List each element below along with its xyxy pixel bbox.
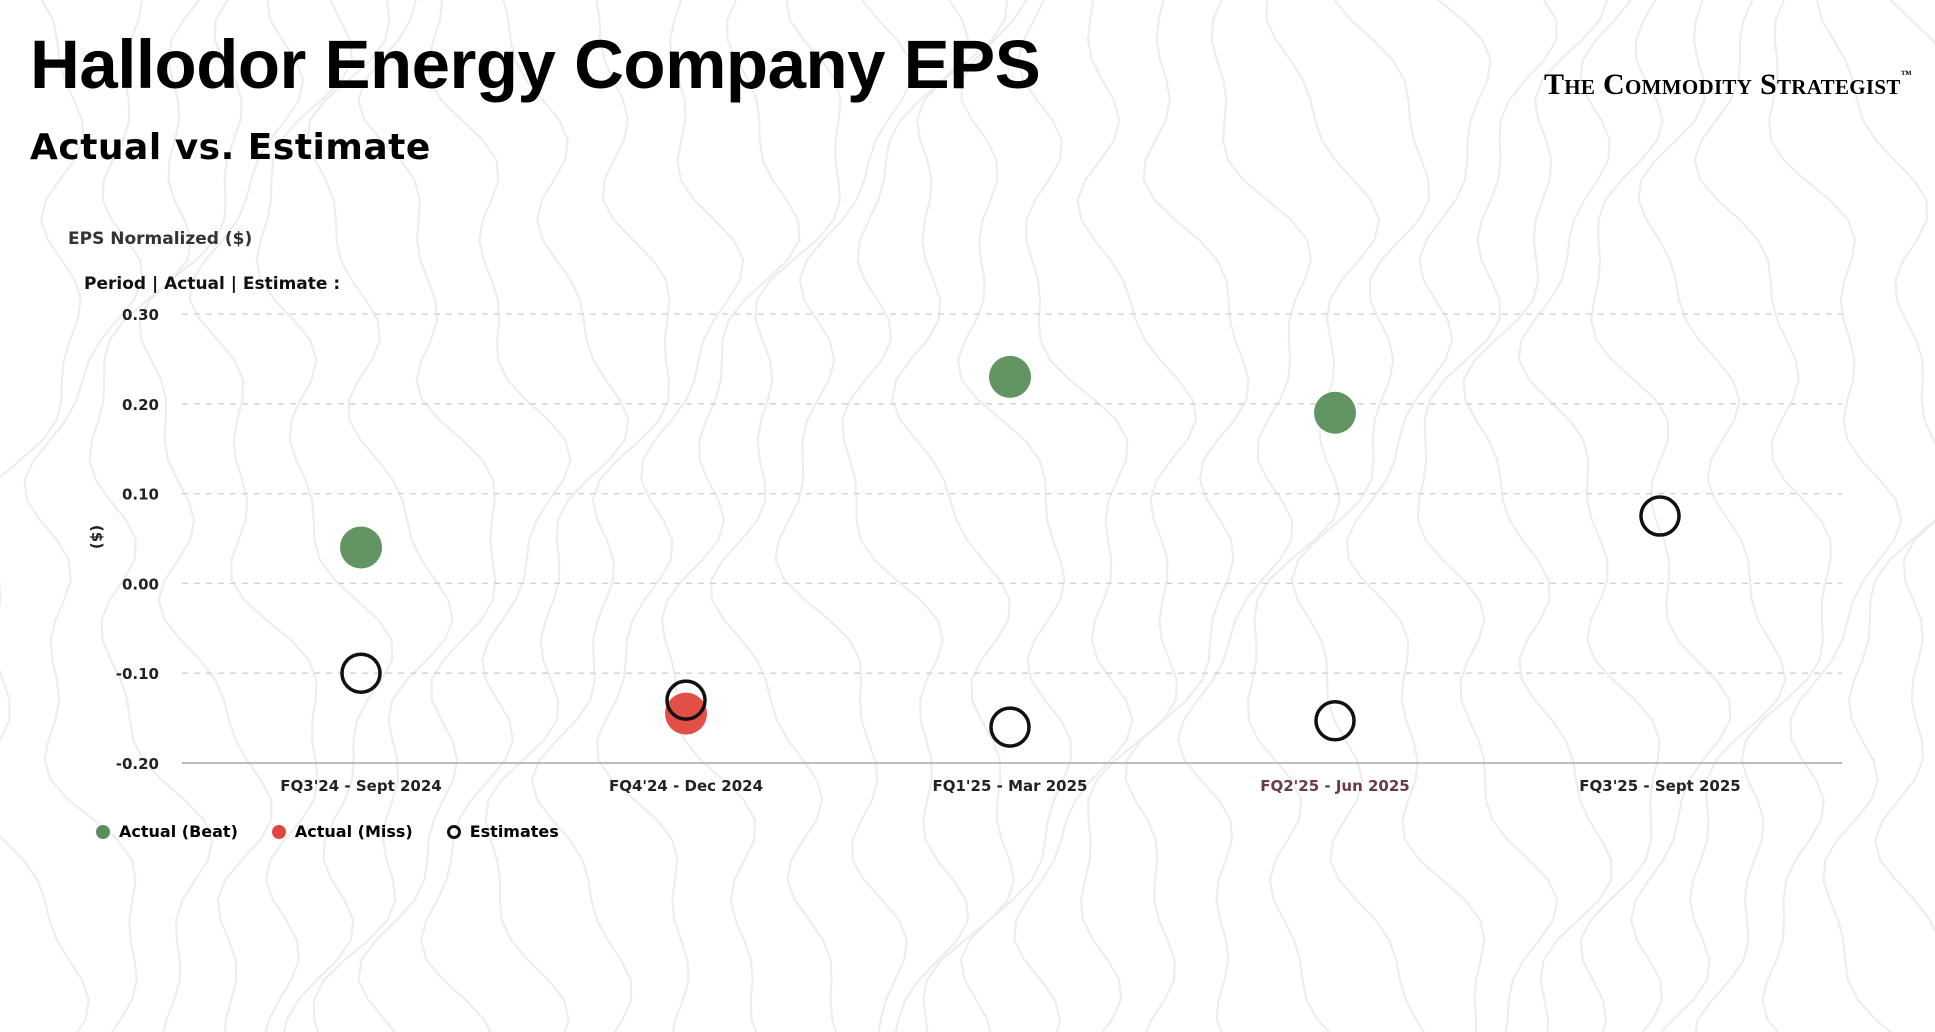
y-axis-label: ($) — [88, 525, 106, 549]
legend-item-miss[interactable]: Actual (Miss) — [271, 822, 413, 841]
contour-line — [774, 0, 913, 1032]
contour-line — [138, 0, 273, 1032]
contour-line — [841, 0, 970, 1032]
x-tick-label: FQ4'24 - Dec 2024 — [609, 777, 763, 795]
x-tick-label: FQ2'25 - Jun 2025 — [1260, 777, 1409, 795]
contour-line — [1761, 0, 1903, 1032]
contour-line — [1590, 0, 1732, 1032]
contour-line — [1517, 0, 1661, 1032]
x-tick-label: FQ3'24 - Sept 2024 — [280, 777, 441, 795]
contour-line — [23, 0, 144, 1032]
actual-miss-point — [665, 692, 707, 735]
contour-line — [484, 0, 630, 1032]
legend-estimates-label: Estimates — [469, 822, 559, 841]
contour-line — [530, 0, 671, 1032]
contour-line — [710, 0, 842, 1032]
y-tick-label: 0.10 — [122, 486, 159, 504]
brand-trademark: ™ — [1900, 69, 1912, 81]
contour-line — [1416, 0, 1559, 1032]
legend-item-beat[interactable]: Actual (Beat) — [96, 822, 238, 841]
legend-beat-swatch — [96, 824, 110, 839]
contour-line — [1637, 0, 1787, 1032]
legend-estimates-swatch — [446, 824, 461, 839]
actual-beat-point — [989, 355, 1031, 398]
contour-line — [1290, 0, 1430, 1032]
contour-line — [956, 0, 1072, 1032]
x-tick-label: FQ3'25 - Sept 2025 — [1579, 777, 1740, 795]
estimate-point — [665, 679, 707, 721]
legend-beat-label: Actual (Beat) — [119, 822, 238, 841]
contour-line — [1693, 0, 1832, 1032]
tooltip-header: Period | Actual | Estimate : — [84, 274, 341, 294]
estimate-point — [340, 652, 382, 694]
estimate-point — [989, 706, 1031, 748]
contour-line — [88, 0, 214, 1032]
y-axis-title: EPS Normalized ($) — [68, 229, 253, 249]
brand-logo: The Commodity Strategist™ — [1544, 70, 1912, 100]
y-tick-label: 0.30 — [122, 306, 159, 324]
contour-line — [420, 0, 572, 1032]
contour-line — [1247, 0, 1381, 1032]
legend-miss-label: Actual (Miss) — [294, 822, 413, 841]
contour-line — [1176, 0, 1313, 1032]
contour-line — [1462, 0, 1613, 1032]
actual-beat-point — [1314, 391, 1356, 434]
y-tick-label: -0.20 — [116, 755, 159, 773]
contour-line — [1345, 0, 1492, 1032]
contour-line — [1076, 0, 1198, 1032]
contour-line — [357, 0, 497, 1032]
legend-item-estimates[interactable]: Estimates — [446, 822, 559, 841]
estimate-point — [1314, 700, 1356, 742]
contour-line — [1124, 0, 1250, 1032]
contour-line — [1013, 0, 1134, 1032]
y-tick-label: 0.20 — [122, 396, 159, 414]
contour-line — [660, 0, 801, 1032]
contour-line — [306, 0, 454, 1032]
chart-legend: Actual (Beat) Actual (Miss) Estimates — [96, 822, 559, 841]
contour-line — [596, 0, 745, 1032]
contour-line — [1874, 0, 1935, 935]
contour-line — [255, 0, 394, 1032]
estimate-point — [1639, 495, 1681, 537]
contour-line — [188, 0, 319, 1032]
brand-name: The Commodity Strategist — [1543, 68, 1901, 101]
page-subtitle: Actual vs. Estimate — [30, 127, 431, 168]
contour-line — [0, 0, 91, 1032]
contour-line — [1816, 0, 1935, 1032]
legend-miss-swatch — [271, 824, 286, 839]
actual-beat-point — [340, 526, 382, 569]
contour-line — [891, 0, 1015, 1032]
page-title: Hallodor Energy Company EPS — [30, 26, 1041, 103]
y-tick-label: 0.00 — [122, 575, 159, 593]
y-tick-label: -0.10 — [116, 665, 159, 683]
x-tick-label: FQ1'25 - Mar 2025 — [933, 777, 1088, 795]
